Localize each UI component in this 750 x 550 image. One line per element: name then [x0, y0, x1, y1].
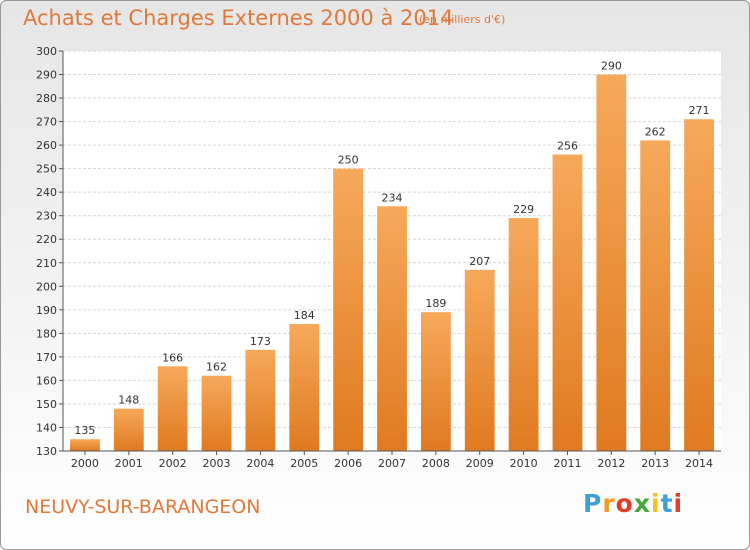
- data-label: 271: [689, 104, 710, 117]
- data-label: 166: [162, 351, 183, 364]
- y-tick-label: 230: [36, 210, 57, 223]
- y-tick-label: 160: [36, 374, 57, 387]
- x-tick-label: 2002: [159, 457, 187, 470]
- bar-2000: [70, 439, 100, 451]
- logo-letter: r: [602, 489, 616, 518]
- x-tick-label: 2003: [203, 457, 231, 470]
- data-label: 184: [294, 309, 315, 322]
- bar-2005: [289, 323, 320, 451]
- y-tick-label: 270: [36, 116, 57, 129]
- x-tick-label: 2000: [71, 457, 99, 470]
- data-label: 148: [118, 394, 139, 407]
- y-tick-label: 180: [36, 327, 57, 340]
- y-tick-label: 290: [36, 69, 57, 82]
- bar-2012: [596, 74, 627, 451]
- proxiti-logo[interactable]: Proxiti: [583, 489, 683, 518]
- data-label: 234: [382, 191, 403, 204]
- x-tick-label: 2007: [378, 457, 406, 470]
- y-tick-label: 130: [36, 445, 57, 458]
- bar-2004: [245, 349, 276, 451]
- y-tick-label: 210: [36, 257, 57, 270]
- y-tick-label: 170: [36, 351, 57, 364]
- y-tick-label: 220: [36, 233, 57, 246]
- bar-2006: [333, 168, 364, 451]
- bar-2001: [113, 408, 144, 451]
- data-label: 162: [206, 361, 227, 374]
- y-tick-label: 260: [36, 139, 57, 152]
- x-tick-label: 2006: [334, 457, 362, 470]
- logo-letter: x: [633, 489, 651, 518]
- y-tick-label: 300: [36, 45, 57, 58]
- logo-letter: P: [583, 489, 603, 518]
- bar-2009: [464, 269, 495, 451]
- bar-2007: [377, 206, 407, 451]
- commune-name: NEUVY-SUR-BARANGEON: [25, 496, 261, 518]
- x-tick-label: 2010: [510, 457, 538, 470]
- data-label: 256: [557, 140, 578, 153]
- y-tick-label: 250: [36, 163, 57, 176]
- bar-2014: [684, 119, 714, 451]
- x-tick-label: 2011: [553, 457, 581, 470]
- x-tick-label: 2012: [597, 457, 625, 470]
- logo-letter: i: [673, 489, 684, 518]
- data-label: 290: [601, 60, 622, 73]
- bar-2002: [157, 366, 188, 451]
- data-label: 173: [250, 335, 271, 348]
- chart-title: Achats et Charges Externes 2000 à 2014: [23, 6, 454, 30]
- bar-2013: [640, 140, 671, 452]
- x-tick-label: 2009: [466, 457, 494, 470]
- bar-2011: [552, 154, 583, 451]
- bar-2008: [420, 312, 451, 451]
- y-tick-label: 240: [36, 186, 57, 199]
- x-tick-label: 2005: [290, 457, 318, 470]
- logo-letter: i: [651, 489, 661, 518]
- x-tick-label: 2008: [422, 457, 450, 470]
- x-tick-label: 2014: [685, 457, 713, 470]
- x-tick-label: 2001: [115, 457, 143, 470]
- y-tick-label: 200: [36, 280, 57, 293]
- data-label: 250: [338, 154, 359, 167]
- data-label: 135: [74, 424, 95, 437]
- x-tick-label: 2004: [246, 457, 274, 470]
- data-label: 229: [513, 203, 534, 216]
- logo-letter: t: [660, 489, 674, 518]
- bar-2010: [508, 218, 539, 451]
- x-tick-label: 2013: [641, 457, 669, 470]
- data-label: 262: [645, 125, 666, 138]
- logo-letter: o: [615, 489, 634, 518]
- data-label: 207: [469, 255, 490, 268]
- y-tick-label: 140: [36, 421, 57, 434]
- bar-2003: [201, 375, 232, 451]
- y-tick-label: 150: [36, 398, 57, 411]
- y-tick-label: 280: [36, 92, 57, 105]
- chart-subtitle: (en milliers d'€): [419, 13, 506, 26]
- y-tick-label: 190: [36, 304, 57, 317]
- data-label: 189: [425, 297, 446, 310]
